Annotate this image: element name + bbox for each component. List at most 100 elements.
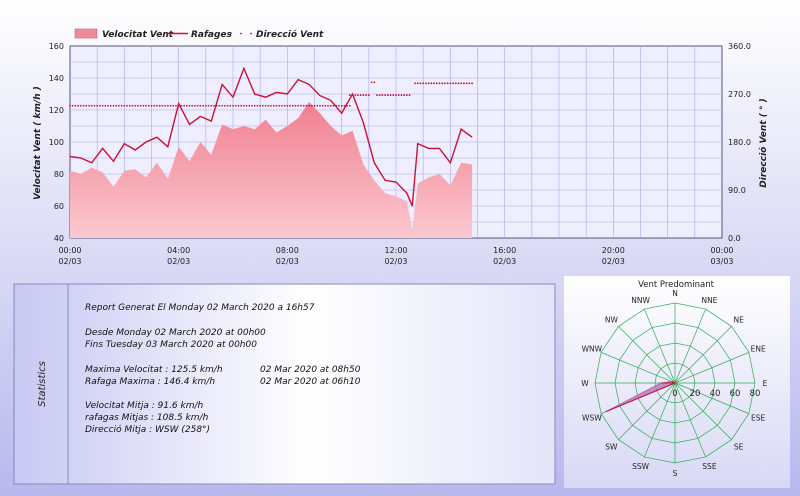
direction-point xyxy=(194,104,196,107)
gust-line-series xyxy=(69,66,473,207)
direction-point xyxy=(281,104,283,107)
direction-point xyxy=(242,104,245,107)
speed-area-series xyxy=(70,102,473,238)
direction-point xyxy=(156,104,158,107)
direction-point xyxy=(164,104,166,107)
rose-spoke xyxy=(618,326,676,384)
right-axis-tick-label: 360.0 xyxy=(728,42,751,51)
direction-point xyxy=(397,94,400,96)
avg-speed: Velocitat Mitja : 91.6 km/h xyxy=(85,401,204,411)
direction-point xyxy=(340,104,343,107)
rose-spoke xyxy=(674,382,750,414)
left-axis-label: Velocitat Vent ( km/h ) xyxy=(33,86,43,200)
direction-point xyxy=(69,104,71,107)
direction-point xyxy=(376,94,378,96)
direction-point xyxy=(199,104,202,107)
direction-point xyxy=(378,94,381,96)
direction-point xyxy=(183,104,186,107)
direction-point xyxy=(139,104,142,107)
direction-point xyxy=(367,94,370,96)
legend-swatch-direction-dot1 xyxy=(230,32,232,35)
direction-point xyxy=(272,104,275,107)
max-speed: Maxima Velocitat : 125.5 km/h xyxy=(85,365,223,375)
right-axis-ticks: 0.0 90.0 180.0 270.0 360.0 xyxy=(728,42,751,243)
direction-point xyxy=(329,104,332,107)
right-axis-tick-label: 180.0 xyxy=(728,138,751,147)
direction-point xyxy=(384,94,387,96)
direction-point xyxy=(147,104,150,107)
direction-point xyxy=(321,104,324,107)
rose-direction-label: E xyxy=(763,379,768,388)
direction-point xyxy=(308,104,310,107)
direction-point xyxy=(218,104,221,107)
date-axis-tick-label: 02/03 xyxy=(602,257,625,266)
direction-point xyxy=(354,94,357,96)
direction-point xyxy=(226,104,229,107)
direction-point xyxy=(207,104,210,107)
direction-point xyxy=(433,82,435,85)
direction-point xyxy=(454,82,457,85)
direction-point xyxy=(131,104,134,107)
direction-point xyxy=(357,94,359,96)
direction-point xyxy=(289,104,291,107)
left-axis-tick-label: 100 xyxy=(49,138,64,147)
avg-direction: Direcció Mitja : WSW (258°) xyxy=(85,424,210,435)
direction-point xyxy=(302,104,305,107)
direction-point xyxy=(191,104,194,107)
direction-point xyxy=(419,82,422,85)
direction-point xyxy=(294,104,297,107)
max-gust-time: 02 Mar 2020 at 06h10 xyxy=(260,377,361,387)
direction-point xyxy=(291,104,294,107)
direction-point xyxy=(300,104,302,107)
direction-point xyxy=(118,104,120,107)
statistics-box xyxy=(13,283,556,485)
rose-radial-tick-label: 40 xyxy=(710,389,721,399)
rose-value-spoke xyxy=(671,381,676,384)
rose-radial-tick-label: 0 xyxy=(672,389,677,399)
direction-point xyxy=(96,104,99,107)
direction-point xyxy=(313,104,316,107)
rose-direction-label: SSW xyxy=(632,462,650,471)
wind-time-chart: 40 60 80 100 120 140 160 0.0 90.0 180.0 270.0 360.… xyxy=(33,28,769,266)
direction-point xyxy=(71,104,74,107)
direction-point xyxy=(463,82,465,85)
left-axis-tick-label: 60 xyxy=(54,202,64,211)
direction-point xyxy=(438,82,441,85)
direction-point xyxy=(424,82,427,85)
direction-point xyxy=(468,82,471,85)
direction-point xyxy=(343,104,346,107)
date-axis-tick-label: 03/03 xyxy=(710,257,733,266)
chart-legend: Velocitat Vent Rafages Direcció Vent xyxy=(74,28,324,40)
direction-point xyxy=(414,82,416,85)
direction-point xyxy=(430,82,433,85)
direction-point xyxy=(253,104,256,107)
rose-direction-label: NNW xyxy=(631,296,650,305)
direction-point xyxy=(403,94,406,96)
direction-point xyxy=(134,104,137,107)
wind-rose-panel: Vent Predominant N NNE NE ENE E ESE SE SSE S SSW S… xyxy=(564,276,790,488)
direction-point xyxy=(185,104,188,107)
direction-point xyxy=(120,104,123,107)
rose-spoke xyxy=(674,326,732,384)
direction-point xyxy=(381,94,384,96)
direction-point xyxy=(82,104,85,107)
direction-point xyxy=(471,82,473,85)
direction-point xyxy=(248,104,251,107)
rose-spoke xyxy=(674,308,706,384)
direction-point xyxy=(348,104,351,107)
direction-point xyxy=(245,104,248,107)
time-axis-tick-label: 08:00 xyxy=(276,246,299,255)
direction-point xyxy=(452,82,454,85)
rose-direction-label: N xyxy=(672,289,678,298)
direction-point xyxy=(88,104,90,107)
right-axis-tick-label: 90.0 xyxy=(728,186,746,195)
time-axis-tick-label: 04:00 xyxy=(167,246,190,255)
rose-direction-label: W xyxy=(581,379,589,388)
period-to: Fins Tuesday 03 March 2020 at 00h00 xyxy=(85,340,257,350)
direction-point xyxy=(348,94,351,96)
rose-spoke xyxy=(674,352,750,384)
rose-radial-tick-label: 80 xyxy=(750,389,761,399)
rose-spoke xyxy=(644,308,676,384)
legend-swatch-speed xyxy=(74,28,98,39)
